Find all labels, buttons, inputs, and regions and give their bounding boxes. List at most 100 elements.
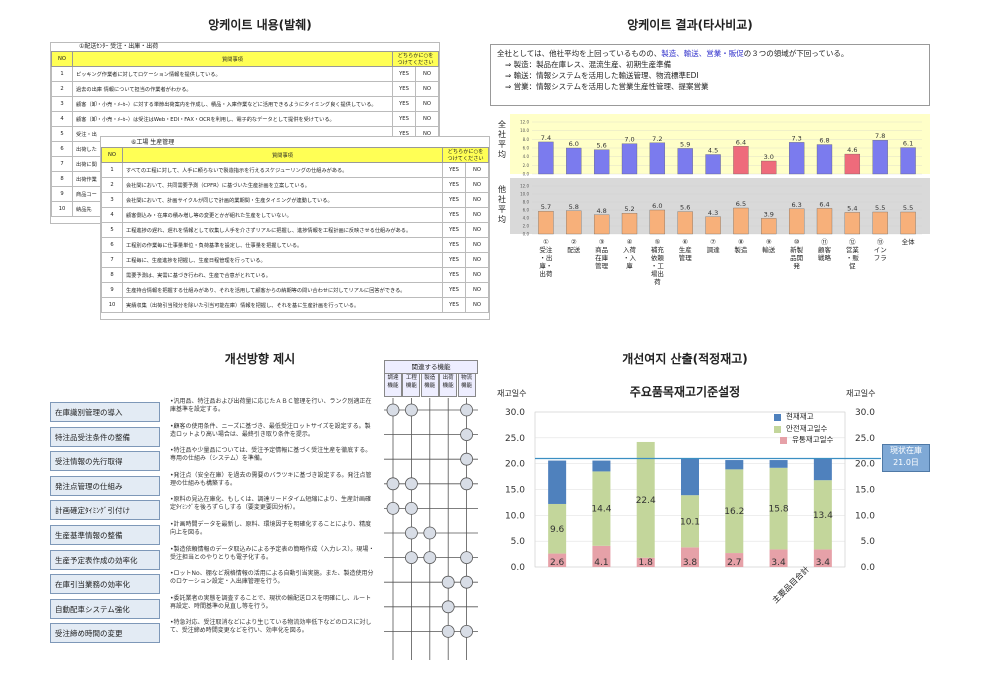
data-label: 3.4: [816, 558, 831, 568]
no-option[interactable]: NO: [415, 96, 439, 112]
improvement-title: 개선방향 제시: [224, 352, 296, 366]
row-number: 7: [101, 252, 123, 268]
yes-option[interactable]: YES: [442, 267, 466, 283]
current-inventory-callout: 現状在庫 21.0日: [882, 444, 930, 472]
bar: [844, 212, 861, 235]
data-label: 22.4: [636, 496, 656, 506]
yes-option[interactable]: YES: [442, 282, 466, 298]
yes-option[interactable]: YES: [442, 252, 466, 268]
no-option[interactable]: NO: [465, 267, 489, 283]
label-others-average: 他社平均: [498, 185, 506, 224]
improvement-item[interactable]: 在庫引当業務の効率化: [50, 574, 160, 595]
summary-line-2: ⇒ 製造：製品在庫レス、混流生産、初期生産準備: [505, 60, 672, 69]
improvement-item[interactable]: 発注点管理の仕組み: [50, 475, 160, 496]
category-label-line: ⑧: [738, 238, 744, 246]
legend-current: 현재재고: [774, 411, 814, 422]
table-row: 9 生産持合情報を把握する仕組みがあり、それを活用して顧客からの納期等の問い合わせ…: [101, 282, 489, 298]
row-question: 工程進捗の遅れ、遅れを情報として収集し人手を介さずリアルに把握し、進捗情報を工程…: [122, 222, 443, 238]
row-number: 9: [51, 186, 73, 202]
comparison-chart: 0.0 2.0 4.0 6.0 8.0 10.0 12.0 7.4 6.0 5.6 7.0 7.2 5.…: [510, 114, 930, 286]
row-question: 顧客（卸・小売・ﾒｰｶｰ）は受注はWeb・EDI・FAX・OCRを利用し、電子的…: [72, 111, 393, 127]
related-marker: [460, 624, 473, 638]
bar: [844, 153, 861, 175]
stack-segment: [725, 460, 744, 470]
bar: [788, 142, 805, 175]
no-option[interactable]: NO: [415, 111, 439, 127]
data-label: 6.0: [652, 202, 662, 210]
related-marker: [441, 600, 455, 614]
yes-option[interactable]: YES: [442, 237, 466, 253]
data-label: 6.1: [903, 140, 913, 148]
category-label: ⑪ 顧客戦略: [818, 238, 832, 262]
category-label-line: ・工: [651, 262, 665, 270]
category-label-line: イン: [874, 246, 887, 254]
table-row: 8 需要予測は、実需に基づき行われ、生産で合意がとれている。 YES NO: [101, 267, 489, 283]
no-option[interactable]: NO: [465, 162, 489, 178]
table-row: 3 顧客（卸・小売・ﾒｰｶｰ）に対する単節出荷案内を作成し、積品・入庫作業などに活…: [51, 96, 439, 112]
row-number: 9: [101, 282, 123, 298]
related-function-column: 工程 機能: [402, 373, 421, 397]
category-label-line: ⑨: [766, 238, 772, 246]
category-label: ① 受注・出庫・出荷: [539, 238, 553, 278]
bar: [621, 143, 638, 175]
no-option[interactable]: NO: [465, 207, 489, 223]
sheet-2-subtitle: ⑥工場 生産管理: [131, 139, 175, 146]
tick-label: 12.0: [520, 184, 529, 189]
stack-segment: [592, 460, 611, 472]
no-option[interactable]: NO: [465, 222, 489, 238]
yes-option[interactable]: YES: [392, 111, 416, 127]
improvement-item[interactable]: 生産予定表作成の効率化: [50, 549, 160, 570]
no-option[interactable]: NO: [465, 177, 489, 193]
row-question: 会社間において、共同需要予測（CPFR）に基づいた生産計画を立案している。: [122, 177, 443, 193]
category-label-line: 在庫: [595, 253, 609, 262]
improvement-item[interactable]: 生産基準情報の整備: [50, 525, 160, 545]
stack-segment: [548, 503, 567, 554]
category-label-line: ①: [543, 238, 549, 246]
yes-option[interactable]: YES: [442, 162, 466, 178]
yes-option[interactable]: YES: [392, 81, 416, 97]
yes-option[interactable]: YES: [442, 177, 466, 193]
yes-option[interactable]: YES: [392, 96, 416, 112]
improvement-item[interactable]: 自動配車システム強化: [50, 598, 160, 619]
improvement-item[interactable]: 特注品受注条件の整備: [50, 426, 160, 447]
row-question: 需要予測は、実需に基づき行われ、生産で合意がとれている。: [122, 267, 443, 283]
improvement-item[interactable]: 計画確定ﾀｲﾐﾝｸﾞ引付け: [50, 500, 160, 521]
no-option[interactable]: NO: [415, 81, 439, 97]
y-tick-right: 25.0: [855, 434, 875, 444]
sheet-1-subtitle: ①配送ｾﾝﾀｰ 受注・出庫・出荷: [79, 43, 159, 50]
improvement-item[interactable]: 在庫識別管理の導入: [50, 402, 160, 422]
yes-option[interactable]: YES: [392, 66, 416, 82]
bar: [593, 214, 610, 235]
improvement-description: •ロットNo、棚など規格情報の活用による自動引当実施。また、製造使用分のロケーシ…: [170, 570, 374, 586]
bar: [816, 144, 833, 175]
stack-segment: [681, 547, 699, 567]
no-option[interactable]: NO: [465, 192, 489, 208]
bar: [872, 140, 888, 175]
yes-option[interactable]: YES: [442, 192, 466, 208]
bar: [538, 141, 554, 175]
row-number: 10: [51, 201, 73, 217]
yes-option[interactable]: YES: [442, 207, 466, 223]
no-option[interactable]: NO: [465, 237, 489, 253]
bar: [816, 208, 833, 235]
improvement-item[interactable]: 受注締め時間の変更: [50, 623, 160, 644]
tick-label: 8.0: [523, 137, 530, 142]
tick-label: 6.0: [523, 146, 530, 151]
category-label-line: ・入: [623, 254, 637, 262]
improvement-item[interactable]: 受注情報の先行取得: [50, 451, 160, 472]
row-number: 6: [101, 237, 123, 253]
no-option[interactable]: NO: [465, 297, 489, 313]
related-marker: [460, 551, 473, 565]
stack-segment: [813, 549, 832, 567]
no-option[interactable]: NO: [465, 282, 489, 298]
yes-option[interactable]: YES: [442, 222, 466, 238]
data-label: 1.8: [639, 558, 654, 568]
data-label: 13.4: [813, 511, 833, 521]
no-option[interactable]: NO: [465, 252, 489, 268]
table-row: 10 実績収集（出荷引当残分を除いた引当可能在庫）情報を把握し、それを基に生産計画…: [101, 297, 489, 313]
inventory-chart-title: 주요품목재고기준설정: [629, 385, 741, 399]
no-option[interactable]: NO: [415, 66, 439, 82]
row-number: 5: [51, 126, 73, 142]
yes-option[interactable]: YES: [442, 297, 466, 313]
y-tick-right: 0.0: [861, 563, 876, 573]
